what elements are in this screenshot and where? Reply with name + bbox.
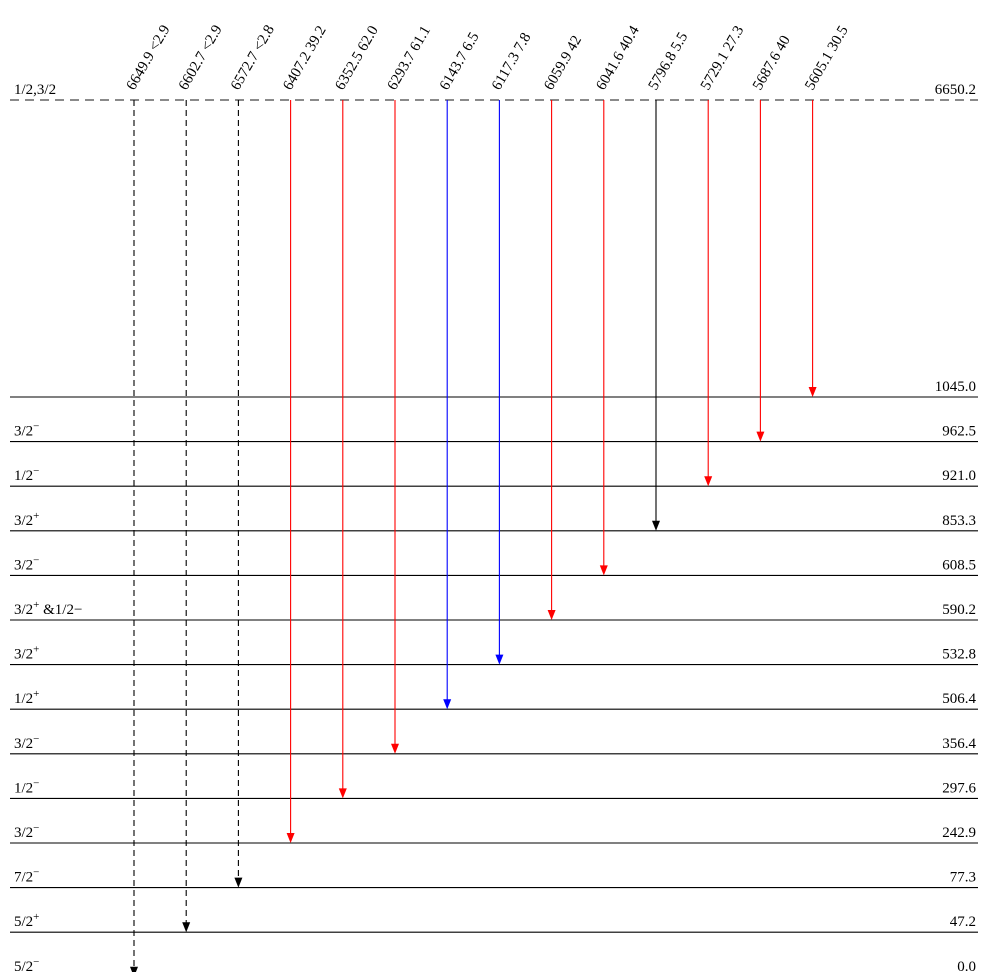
level-jpi-label: 7/2− [14, 867, 39, 886]
level-jpi-label: 3/2− [14, 733, 39, 752]
transition-label: 6059.9 42 [541, 33, 585, 93]
transition-arrowhead [704, 476, 713, 487]
transition-arrowhead [495, 654, 504, 665]
transition-arrowhead [808, 387, 817, 397]
level-energy-label: 590.2 [942, 602, 976, 618]
transition-label: 6572.7 <2.8 [228, 22, 278, 93]
transition-label: 6407.2 39.2 [280, 23, 329, 93]
level-jpi-label: 3/2− [14, 822, 39, 841]
transition: 6649.9 <2.9 [124, 22, 174, 972]
transition: 6143.7 6.5 [437, 30, 483, 710]
transition-label: 6041.6 40.4 [593, 23, 643, 93]
level-energy-label: 921.0 [942, 468, 976, 484]
level-energy-label: 47.2 [950, 914, 976, 930]
final-levels: 1045.0 3/2− 962.5 1/2− 921.0 3/2+ 853.3 3/2− 608… [10, 379, 978, 972]
initial-level: 1/2,3/2 6650.2 [10, 82, 978, 101]
transition-label: 6602.7 <2.9 [176, 22, 226, 93]
level-jpi-label: 1/2− [14, 465, 39, 484]
level-jpi-label: 3/2+ [14, 644, 39, 663]
transition-arrowhead [234, 877, 243, 888]
initial-level-energy: 6650.2 [935, 82, 976, 98]
level-jpi-label: 3/2+ &1/2− [14, 599, 82, 618]
transition-arrowhead [130, 966, 138, 972]
level-energy-label: 77.3 [950, 870, 976, 886]
transition: 6117.3 7.8 [489, 30, 534, 665]
level-jpi-label: 3/2+ [14, 510, 39, 529]
transition-label: 6117.3 7.8 [489, 30, 534, 93]
transition: 5729.1 27.3 [698, 23, 747, 487]
level-energy-label: 1045.0 [935, 379, 976, 395]
level-jpi-label: 5/2− [14, 956, 39, 972]
level-energy-label: 608.5 [942, 557, 976, 573]
level-energy-label: 356.4 [942, 736, 976, 752]
transition-label: 5729.1 27.3 [698, 23, 747, 93]
level-energy-label: 297.6 [942, 780, 976, 796]
transition: 6041.6 40.4 [593, 23, 643, 576]
level-jpi-label: 1/2+ [14, 688, 39, 707]
transition: 6602.7 <2.9 [176, 22, 226, 933]
transition-arrowhead [756, 431, 765, 442]
transition-label: 5605.1 30.5 [802, 23, 851, 93]
transition-label: 6143.7 6.5 [437, 30, 483, 93]
transition: 6293.7 61.1 [385, 23, 434, 754]
level-energy-label: 853.3 [942, 513, 976, 529]
transition-arrowhead [182, 922, 191, 933]
transition: 5605.1 30.5 [802, 23, 852, 397]
level-energy-label: 532.8 [942, 647, 976, 663]
level-energy-label: 242.9 [942, 825, 976, 841]
transition-arrowhead [286, 833, 295, 843]
transition-arrowhead [391, 743, 399, 754]
level-jpi-label: 3/2− [14, 554, 39, 573]
gamma-transitions: 6649.9 <2.9 6602.7 <2.9 6572.7 <2.8 6407.2 … [124, 22, 852, 972]
level-energy-label: 0.0 [957, 959, 976, 972]
transition-arrowhead [338, 788, 347, 799]
transition: 6352.5 62.0 [332, 23, 382, 799]
transition: 6572.7 <2.8 [228, 22, 278, 888]
transition: 5687.6 40 [750, 33, 794, 442]
level-energy-label: 506.4 [942, 691, 976, 707]
transition-arrowhead [547, 610, 556, 620]
transition-label: 6293.7 61.1 [385, 23, 434, 93]
transition-label: 6352.5 62.0 [332, 23, 381, 93]
transition-label: 5687.6 40 [750, 33, 794, 93]
transition: 6407.2 39.2 [280, 23, 330, 843]
transition-label: 6649.9 <2.9 [124, 22, 174, 93]
transition-arrowhead [599, 565, 608, 576]
transition-arrowhead [443, 699, 452, 710]
level-energy-label: 962.5 [942, 424, 976, 440]
transition: 6059.9 42 [541, 33, 585, 620]
level-jpi-label: 5/2+ [14, 911, 39, 930]
initial-level-jpi: 1/2,3/2 [14, 82, 56, 98]
transition-label: 5796.8 5.5 [646, 30, 692, 93]
level-jpi-label: 3/2− [14, 421, 39, 440]
level-jpi-label: 1/2− [14, 777, 39, 796]
transition: 5796.8 5.5 [646, 30, 692, 531]
transition-arrowhead [652, 520, 660, 531]
